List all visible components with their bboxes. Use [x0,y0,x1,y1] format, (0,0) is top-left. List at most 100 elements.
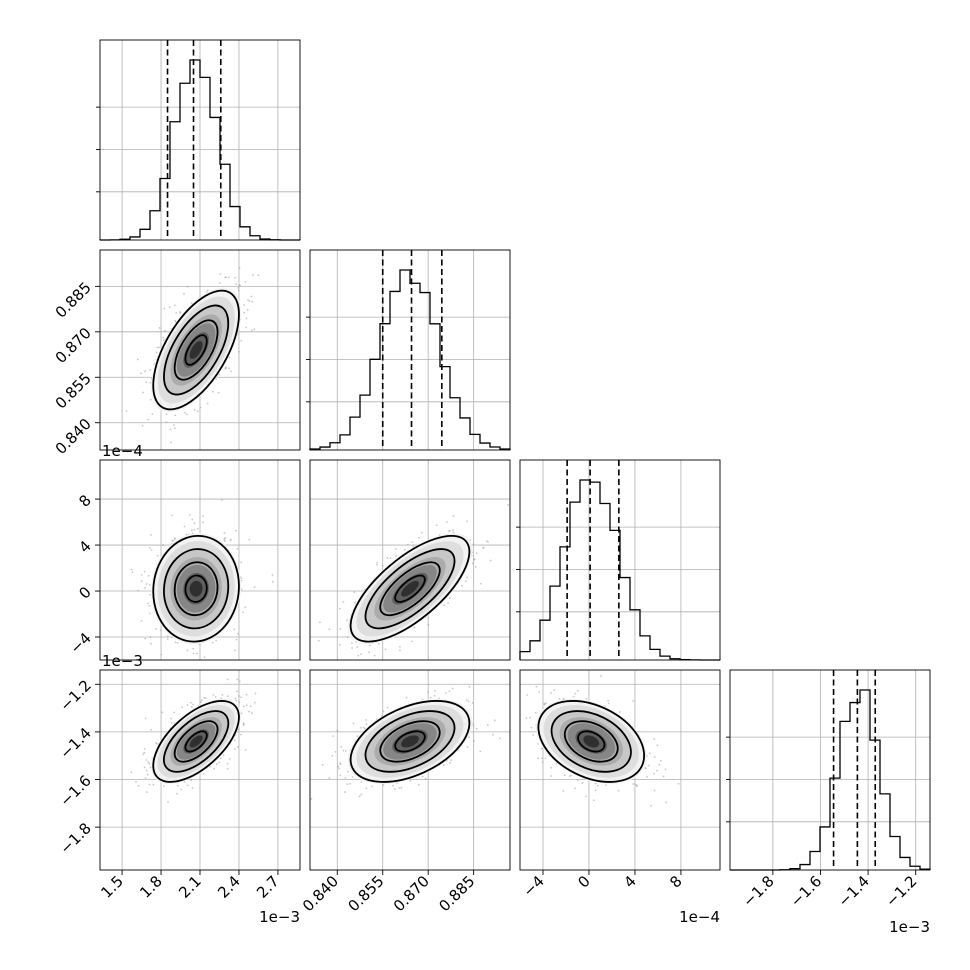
sample-point [501,677,503,679]
panel-content [501,670,720,870]
sample-point [147,761,150,764]
sample-point [472,543,475,546]
sample-point [170,717,172,720]
contour-line [173,561,219,617]
sample-point [186,784,189,787]
sample-point [492,733,494,736]
sample-point [594,789,597,792]
contour-line [163,548,230,630]
sample-point [389,557,392,559]
sample-point [254,692,257,695]
sample-point [349,782,351,785]
sample-point [199,406,202,409]
sample-point [448,597,451,599]
sample-point [173,538,176,541]
y-offset-label: 1e−3 [102,652,143,670]
sample-point [369,644,371,647]
density-shade [189,580,203,597]
sample-point [162,339,165,342]
sample-point [240,339,243,342]
x-tick-label: 1.5 [97,872,127,902]
sample-point [236,690,238,693]
sample-point [234,276,236,279]
sample-point [434,690,436,692]
hist-panel-1 [306,249,511,451]
y-offset-label: 1e−4 [102,442,143,460]
sample-point [358,795,361,798]
sample-point [659,759,662,762]
sample-point [174,641,177,644]
sample-point [359,653,362,656]
sample-point [181,706,184,709]
sample-point [233,739,236,742]
sample-point [219,273,222,276]
sample-point [225,276,228,279]
density-shade [189,735,203,748]
sample-point [145,381,148,384]
x-tick-label: −4 [519,872,547,900]
sample-point [645,767,647,770]
sample-point [568,775,571,778]
sample-point [394,548,397,550]
sample-point [131,571,134,574]
sample-point [152,783,155,786]
contour-line [163,304,230,396]
sample-point [328,777,331,780]
sample-point [543,702,546,705]
sample-point [535,685,538,688]
sample-point [445,692,447,694]
sample-point [448,690,451,693]
x-tick-label: 0 [574,872,593,891]
sample-point [189,513,191,516]
sample-point [485,540,488,542]
density-shade [189,341,203,359]
sample-point [166,635,169,638]
y-tick-label: −1.8 [56,819,94,857]
sample-point [487,541,489,543]
sample-point [226,767,229,770]
sample-point [648,764,650,767]
sample-point [433,694,436,697]
sample-point [162,336,165,339]
sample-point [137,589,140,592]
sample-point [167,801,169,803]
sample-point [618,711,621,713]
sample-point [245,704,248,707]
sample-point [310,797,313,800]
sample-point [193,528,196,531]
sample-point [203,656,206,659]
sample-point [193,522,196,525]
sample-point [169,441,172,444]
sample-point [140,620,143,622]
sample-point [371,785,373,788]
sample-point [424,777,427,780]
sample-point [163,307,166,310]
sample-point [399,649,401,652]
contour-line [379,720,441,763]
contour-line [152,534,240,643]
x-tick-label: 2.4 [214,872,244,902]
panel-frame [99,459,301,661]
y-axis-2: −4 0 4 8 1e−4 [66,442,142,657]
hist-panel-0 [96,39,301,241]
sample-point [233,628,236,631]
sample-point [180,788,183,791]
contour-line [550,710,632,773]
sample-point [421,531,423,534]
sample-point [406,543,409,546]
sample-point [145,769,148,772]
sample-point [144,637,147,640]
sample-point [240,579,243,582]
sample-point [471,562,474,565]
sample-point [218,282,221,284]
sample-point [607,699,610,702]
sample-point [186,649,189,652]
sample-point [574,692,577,695]
sample-point [173,427,176,430]
sample-point [421,698,424,701]
x-tick-label: 8 [666,872,685,891]
sample-point [360,793,363,796]
sample-point [479,750,482,753]
sample-point [226,762,229,765]
sample-point [237,289,240,292]
